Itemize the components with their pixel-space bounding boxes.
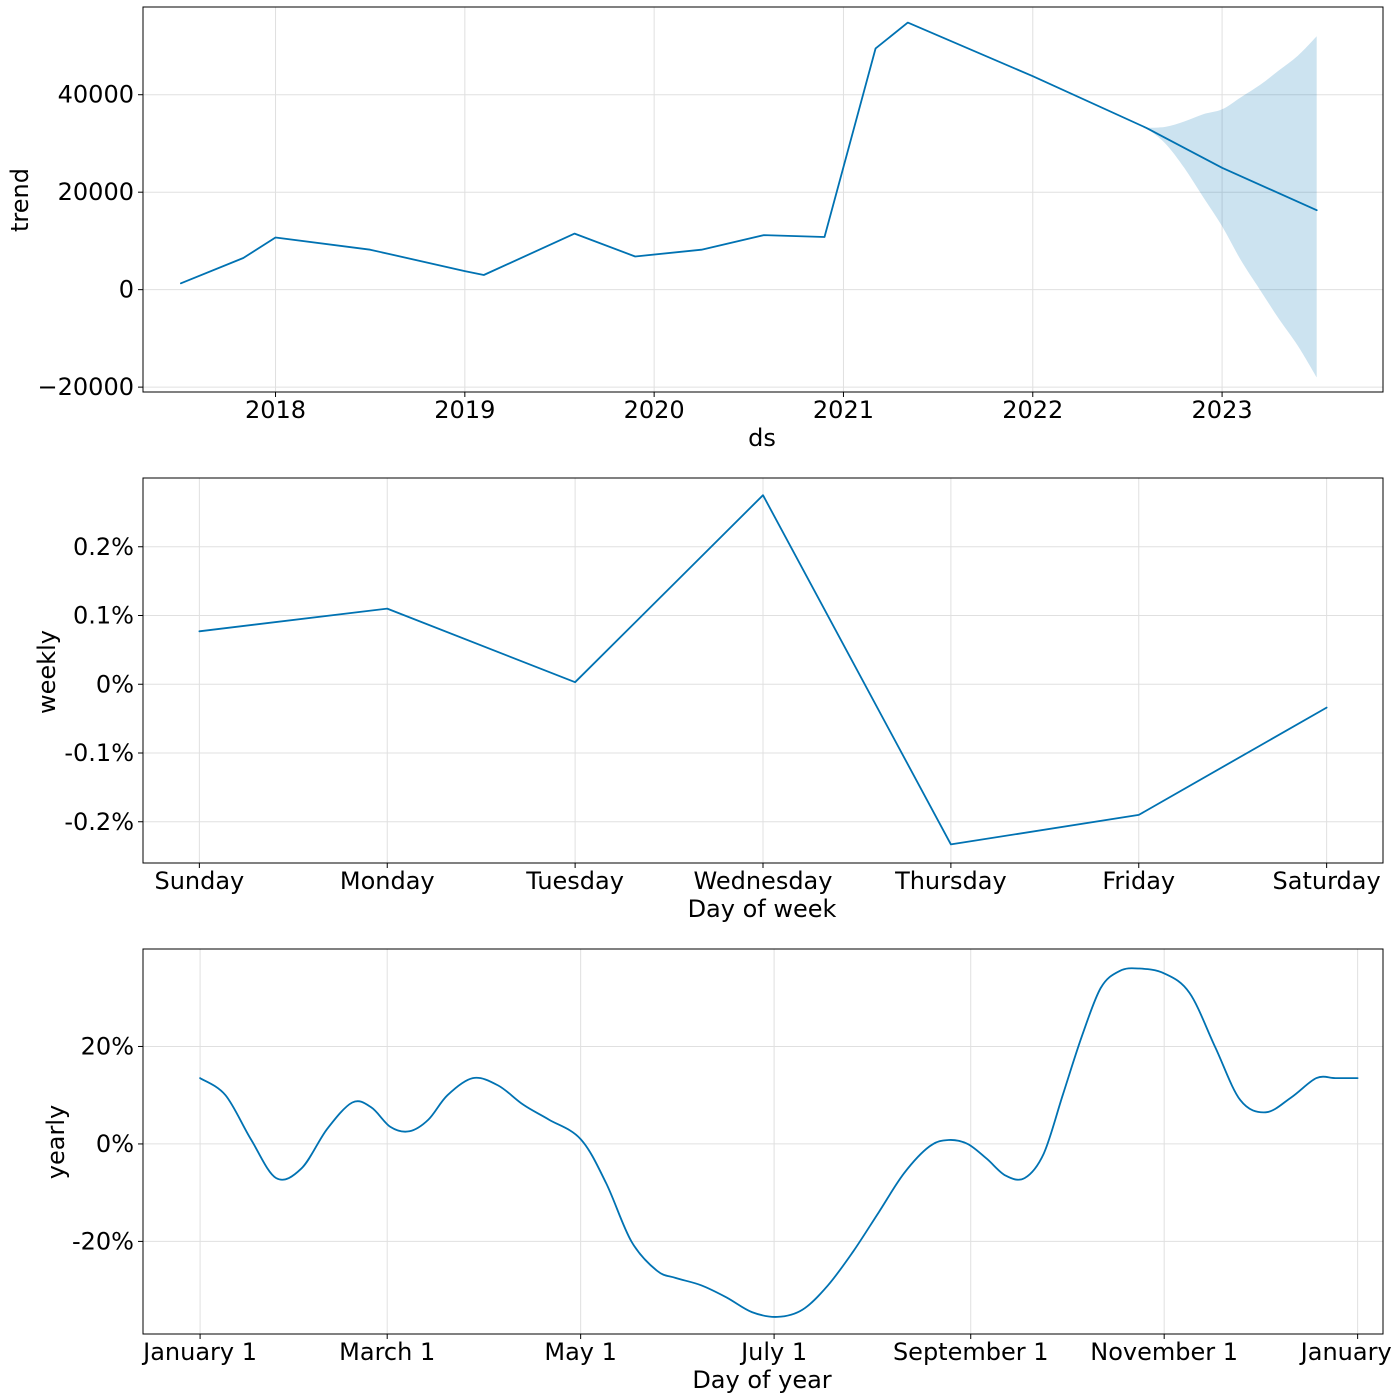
yearly-xtick-label: January 1 xyxy=(141,1338,257,1366)
weekly-xtick-label: Thursday xyxy=(894,867,1007,895)
yearly-xtick-label: November 1 xyxy=(1090,1338,1238,1366)
weekly-ytick-label: 0.1% xyxy=(73,602,134,630)
yearly-xtick-label: September 1 xyxy=(893,1338,1049,1366)
trend-xtick-label: 2020 xyxy=(624,396,685,424)
yearly-xtick-label: May 1 xyxy=(544,1338,617,1366)
trend-xtick-label: 2022 xyxy=(1002,396,1063,424)
weekly-panel: Sunday Monday Tuesday Wednesday Thursday Frid… xyxy=(64,477,1384,895)
trend-xtick-label: 2018 xyxy=(245,396,306,424)
trend-ytick-label: 20000 xyxy=(58,178,134,206)
weekly-xtick-label: Saturday xyxy=(1273,867,1381,895)
yearly-plot-frame xyxy=(142,948,1384,1335)
weekly-ytick-label: -0.1% xyxy=(64,739,134,767)
weekly-xtick-label: Tuesday xyxy=(525,867,624,895)
trend-ytick-label: 0 xyxy=(119,276,134,304)
weekly-xtick-label: Sunday xyxy=(154,867,244,895)
weekly-xtick-label: Wednesday xyxy=(694,867,833,895)
trend-panel: 2018 2019 2020 2021 2022 2023 −20000 0 20000 4000… xyxy=(38,6,1384,424)
yearly-xlabel: Day of year xyxy=(692,1366,831,1394)
trend-series-line xyxy=(180,21,1318,285)
yearly-series-line xyxy=(199,967,1359,1318)
weekly-series-line xyxy=(198,494,1328,846)
yearly-xtick-label: March 1 xyxy=(339,1338,435,1366)
yearly-xtick-label: January 1 xyxy=(1299,1338,1395,1366)
trend-ylabel: trend xyxy=(6,168,34,232)
trend-uncertainty-band xyxy=(1146,36,1317,378)
yearly-xtick-label: July 1 xyxy=(739,1338,807,1366)
trend-ytick-label: −20000 xyxy=(38,373,134,401)
weekly-xtick-label: Monday xyxy=(340,867,435,895)
trend-xtick-label: 2019 xyxy=(434,396,495,424)
trend-xlabel: ds xyxy=(748,424,776,452)
weekly-ytick-label: -0.2% xyxy=(64,808,134,836)
yearly-panel: January 1 March 1 May 1 July 1 September 1 No… xyxy=(72,948,1395,1366)
yearly-ytick-label: -20% xyxy=(72,1227,134,1255)
trend-ytick-label: 40000 xyxy=(58,81,134,109)
weekly-xtick-label: Friday xyxy=(1102,867,1175,895)
weekly-xlabel: Day of week xyxy=(688,895,837,923)
yearly-ytick-label: 20% xyxy=(81,1032,134,1060)
trend-xtick-label: 2021 xyxy=(813,396,874,424)
yearly-ytick-label: 0% xyxy=(96,1130,134,1158)
trend-plot-frame xyxy=(142,6,1384,393)
weekly-ylabel: weekly xyxy=(33,630,61,714)
weekly-ytick-label: 0% xyxy=(96,670,134,698)
trend-xtick-label: 2023 xyxy=(1192,396,1253,424)
weekly-ytick-label: 0.2% xyxy=(73,533,134,561)
yearly-ylabel: yearly xyxy=(42,1105,70,1179)
